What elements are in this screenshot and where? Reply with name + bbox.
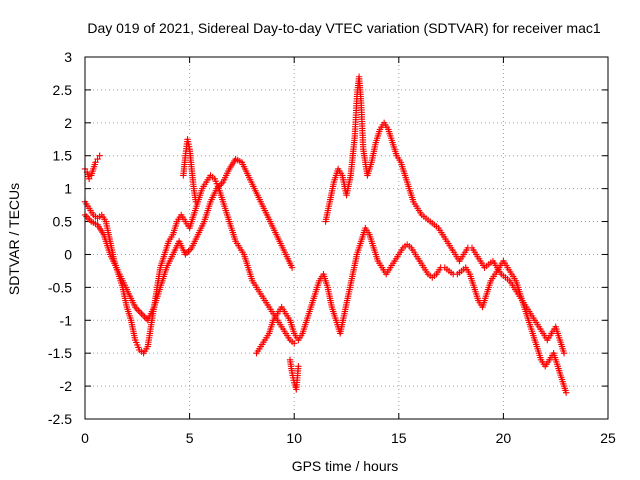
data-point (295, 363, 302, 370)
data-point (138, 310, 145, 317)
x-tick-label: 15 (391, 430, 407, 446)
data-points (81, 73, 570, 396)
x-tick-label: 0 (81, 430, 89, 446)
data-point (85, 175, 93, 182)
y-tick-label: 1 (64, 181, 72, 197)
y-tick-label: 0.5 (53, 214, 73, 230)
y-tick-label: 1.5 (53, 148, 73, 164)
series-track-d (180, 136, 200, 205)
data-point (83, 213, 90, 220)
data-point (560, 349, 568, 357)
x-tick-label: 5 (186, 430, 194, 446)
y-tick-label: -2.5 (48, 411, 72, 427)
data-point (192, 198, 200, 205)
y-tick-label: 2 (64, 115, 72, 131)
y-tick-label: -2 (60, 378, 73, 394)
data-point (139, 312, 147, 319)
data-point (562, 389, 570, 396)
data-point (288, 264, 296, 271)
x-tick-label: 25 (600, 430, 616, 446)
y-tick-label: 0 (64, 246, 72, 262)
data-point (135, 307, 142, 314)
x-tick-label: 10 (286, 430, 302, 446)
y-tick-label: -1.5 (48, 345, 72, 361)
series-track-g (322, 73, 568, 357)
series-track-e (253, 224, 570, 396)
data-point (141, 313, 148, 321)
y-tick-label: -0.5 (48, 279, 72, 295)
x-axis-label: GPS time / hours (292, 458, 399, 474)
series-track-f (286, 356, 302, 393)
y-tick-label: 2.5 (53, 82, 73, 98)
data-point (94, 155, 101, 163)
y-tick-label: -1 (60, 312, 73, 328)
x-tick-label: 20 (496, 430, 512, 446)
chart-title: Day 019 of 2021, Sidereal Day-to-day VTE… (87, 20, 600, 36)
data-point (185, 247, 192, 255)
data-point (84, 215, 92, 222)
plot-frame (84, 56, 609, 420)
data-point (92, 159, 99, 166)
data-point (136, 308, 144, 316)
series-track-c (81, 155, 296, 324)
grid (85, 57, 608, 419)
y-tick-label: 3 (64, 49, 72, 65)
data-point (291, 340, 298, 347)
y-axis-label: SDTVAR / TECUs (6, 183, 22, 295)
data-point (96, 152, 103, 159)
